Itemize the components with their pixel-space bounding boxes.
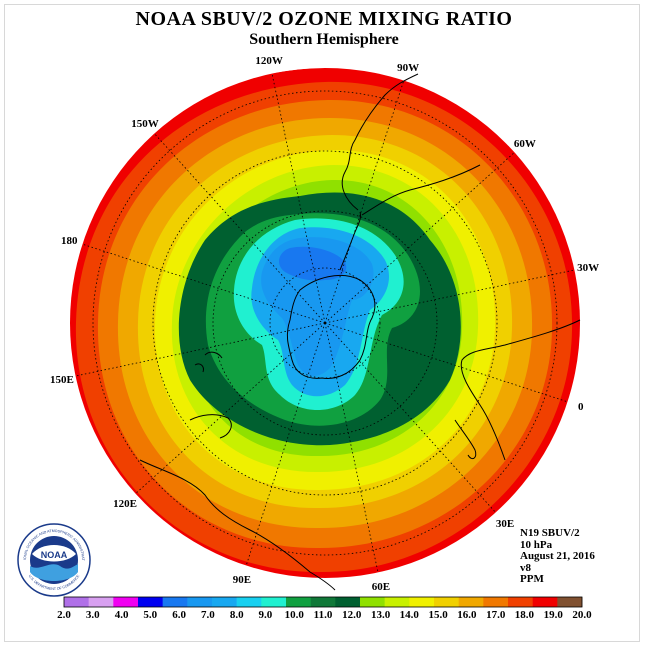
page-subtitle: Southern Hemisphere xyxy=(249,31,399,48)
meridian-line xyxy=(245,322,326,566)
graticule xyxy=(75,73,575,573)
meridian-line xyxy=(75,322,326,377)
longitude-label: 90E xyxy=(233,574,251,586)
longitude-labels: 90W 60W 30W 0 30E 60E 90E 120E 150E 180 150W 120W xyxy=(50,55,599,593)
antarctica-outline xyxy=(286,274,376,379)
latitude-circle-60s xyxy=(212,210,438,436)
latitude-circle-75s xyxy=(269,267,381,379)
longitude-label: 120E xyxy=(113,498,137,510)
meridian-line xyxy=(82,243,326,324)
tasmania-outline xyxy=(189,414,232,439)
meridian-line xyxy=(324,80,405,324)
units-label: PPM xyxy=(520,573,544,585)
meridian-line xyxy=(324,322,568,403)
meridian-line xyxy=(135,322,326,494)
meridian-line xyxy=(324,152,515,324)
instrument-label: N19 SBUV/2 xyxy=(520,527,580,539)
product-info: N19 SBUV/2 10 hPa August 21, 2016 v8 PPM xyxy=(520,527,595,586)
meridian-line xyxy=(324,269,575,324)
longitude-label: 60W xyxy=(514,138,536,150)
south-america-coast-east xyxy=(361,164,481,216)
coastlines xyxy=(139,73,581,591)
longitude-label: 150E xyxy=(50,374,74,386)
longitude-label: 30E xyxy=(496,518,514,530)
meridian-line xyxy=(154,133,326,324)
ozone-field xyxy=(70,68,580,578)
meridian-lines xyxy=(75,73,575,573)
longitude-label: 150W xyxy=(131,118,159,130)
meridian-line xyxy=(324,322,379,573)
date-label: August 21, 2016 xyxy=(520,550,595,562)
longitude-label: 90W xyxy=(397,62,419,74)
page-title: NOAA SBUV/2 OZONE MIXING RATIO xyxy=(135,8,513,30)
longitude-label: 30W xyxy=(577,262,599,274)
noaa-logo: NOAA NATIONAL OCEANIC AND ATMOSPHERIC AD… xyxy=(14,520,91,597)
pressure-level-label: 10 hPa xyxy=(520,538,553,551)
australia-outline xyxy=(139,459,336,591)
figure-frame xyxy=(4,4,640,642)
meridian-line xyxy=(324,322,496,513)
version-label: v8 xyxy=(520,561,531,574)
meridian-line xyxy=(271,73,326,324)
south-america-outline xyxy=(341,73,419,211)
madagascar-outline xyxy=(454,419,477,460)
longitude-label: 60E xyxy=(372,581,390,593)
latitude-circle-30s xyxy=(92,90,558,556)
longitude-label: 0 xyxy=(578,401,584,413)
africa-outline xyxy=(460,319,581,461)
latitude-circle-45s xyxy=(152,150,498,496)
noaa-logo-text: NOAA xyxy=(41,550,68,560)
new-zealand-outline xyxy=(194,351,223,373)
antarctic-peninsula-outline xyxy=(339,211,361,271)
longitude-label: 180 xyxy=(61,235,78,247)
longitude-label: 120W xyxy=(255,55,283,67)
